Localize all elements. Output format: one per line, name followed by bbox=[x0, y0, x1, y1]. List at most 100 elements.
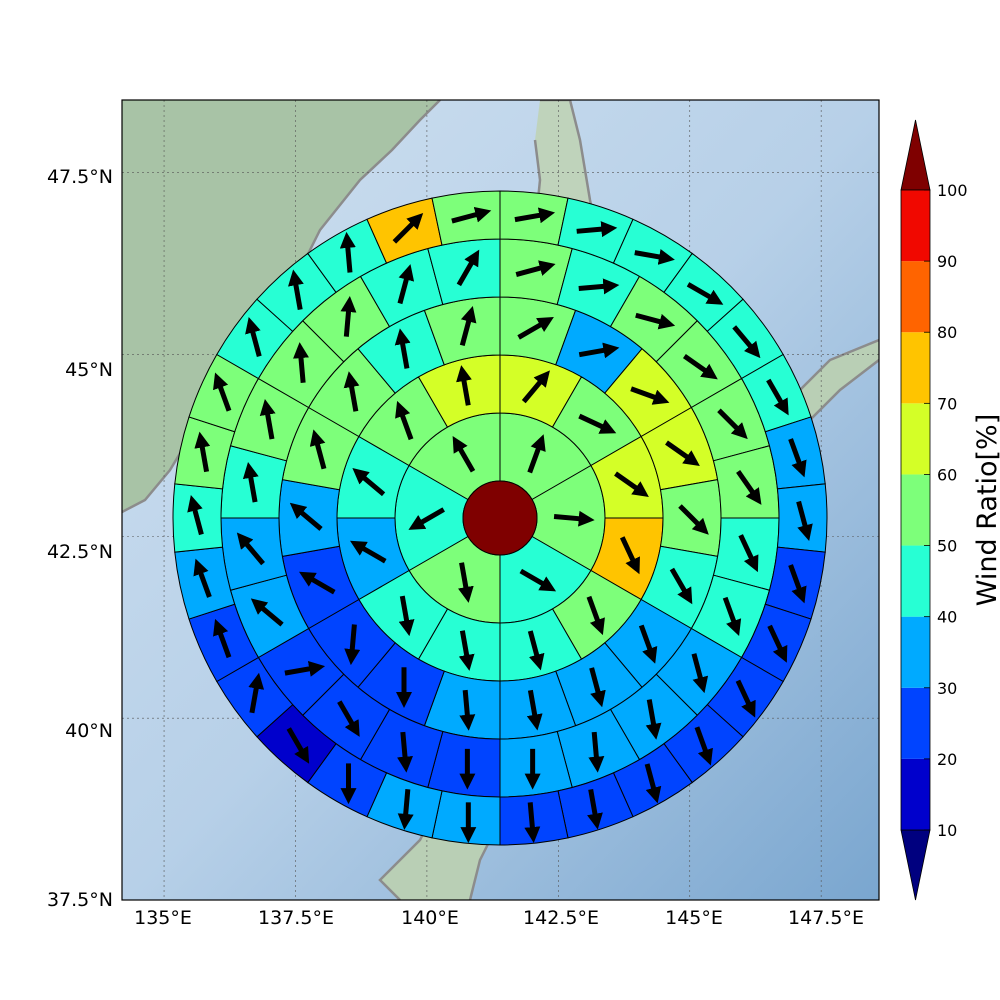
wind-arrow bbox=[392, 213, 424, 244]
wind-arrow bbox=[717, 408, 748, 440]
colorbar-over-extension bbox=[900, 119, 931, 191]
lon-tick-label: 142.5°E bbox=[523, 907, 599, 929]
colorbar-tick-label: 100 bbox=[937, 181, 968, 200]
wind-arrow bbox=[343, 371, 360, 412]
wind-arrow bbox=[634, 249, 675, 265]
wind-arrow bbox=[457, 562, 474, 603]
wind-arrow bbox=[678, 504, 709, 535]
lon-tick-label: 137.5°E bbox=[258, 907, 334, 929]
colorbar-tick-label: 30 bbox=[937, 679, 957, 698]
wind-arrow bbox=[187, 495, 204, 536]
wind-arrow bbox=[638, 624, 658, 664]
colorbar-segment bbox=[901, 261, 930, 333]
wind-arrow bbox=[451, 206, 492, 224]
wind-arrow bbox=[682, 354, 718, 380]
latitude-axis: 47.5°N 45°N 42.5°N 40°N 37.5°N bbox=[47, 166, 113, 911]
colorbar-segment bbox=[901, 616, 930, 688]
wind-arrow bbox=[766, 378, 789, 416]
wind-arrow bbox=[736, 470, 762, 505]
wind-arrow bbox=[669, 567, 693, 605]
wind-arrow bbox=[589, 667, 606, 708]
wind-arrow bbox=[722, 596, 742, 636]
wind-arrow bbox=[309, 429, 327, 470]
wind-arrow bbox=[553, 510, 595, 527]
wind-arrow bbox=[694, 726, 713, 766]
lon-tick-label: 135°E bbox=[134, 907, 192, 929]
wind-arrow bbox=[578, 342, 620, 359]
wind-arrow bbox=[587, 788, 603, 830]
lat-tick-label: 40°N bbox=[65, 720, 113, 742]
colorbar-segment bbox=[901, 687, 930, 759]
wind-arrow bbox=[665, 440, 700, 466]
colorbar: 10 20 30 40 50 60 70 80 90 100 bbox=[900, 119, 968, 901]
lon-tick-label: 140°E bbox=[401, 907, 459, 929]
wind-arrow bbox=[456, 249, 480, 287]
wind-arrow bbox=[456, 365, 472, 406]
wind-arrow bbox=[213, 618, 232, 659]
wind-arrow bbox=[245, 316, 262, 357]
wind-arrow bbox=[588, 731, 605, 773]
wind-arrow bbox=[394, 328, 411, 369]
wind-arrow bbox=[521, 370, 550, 404]
colorbar-tick-label: 10 bbox=[937, 821, 957, 840]
colorbar-outline bbox=[900, 189, 931, 831]
wind-arrow bbox=[250, 598, 284, 627]
wind-arrow bbox=[578, 278, 620, 295]
wind-arrow bbox=[337, 700, 360, 737]
wind-arrow bbox=[619, 536, 640, 575]
wind-arrow bbox=[248, 672, 265, 714]
colorbar-segment bbox=[901, 758, 930, 830]
lat-tick-label: 45°N bbox=[65, 359, 113, 381]
lon-tick-label: 147.5°E bbox=[788, 907, 864, 929]
wind-arrow bbox=[288, 269, 304, 311]
lon-tick-label: 145°E bbox=[665, 907, 723, 929]
wind-arrow bbox=[788, 564, 807, 604]
colorbar-tick-label: 50 bbox=[937, 537, 957, 556]
wind-arrow bbox=[344, 624, 361, 666]
wind-arrow bbox=[459, 689, 476, 731]
longitude-axis: 135°E 137.5°E 140°E 142.5°E 145°E 147.5°… bbox=[134, 907, 864, 929]
wind-arrow bbox=[259, 398, 276, 440]
wind-arrow bbox=[514, 207, 556, 224]
wind-arrow bbox=[299, 571, 336, 595]
wind-arrow bbox=[398, 595, 415, 637]
wind-arrow bbox=[735, 679, 756, 718]
colorbar-tick-label: 20 bbox=[937, 750, 957, 769]
wind-arrow bbox=[788, 438, 807, 478]
wind-arrow bbox=[517, 317, 554, 340]
colorbar-segment bbox=[901, 545, 930, 617]
wind-arrow bbox=[293, 342, 309, 383]
wind-arrow bbox=[397, 789, 414, 830]
center-disc bbox=[462, 480, 538, 556]
wind-arrow bbox=[459, 305, 477, 346]
wind-arrow bbox=[286, 727, 310, 764]
wind-arrow bbox=[691, 653, 709, 694]
wind-arrow bbox=[458, 630, 475, 671]
wind-arrow bbox=[194, 431, 211, 473]
wind-arrow bbox=[397, 731, 413, 773]
wind-arrow bbox=[586, 595, 605, 636]
wind-arrow bbox=[349, 540, 387, 564]
wind-arrow bbox=[397, 264, 415, 305]
wind-arrow bbox=[527, 630, 545, 671]
wind-arrow bbox=[796, 500, 813, 541]
wind-arrow bbox=[630, 386, 670, 405]
lat-tick-label: 42.5°N bbox=[47, 541, 113, 563]
wind-arrow bbox=[452, 435, 476, 473]
wind-arrow bbox=[635, 312, 676, 330]
colorbar-segment bbox=[901, 332, 930, 404]
wind-arrow bbox=[515, 260, 556, 277]
wind-arrow bbox=[289, 502, 323, 531]
wind-arrow bbox=[408, 507, 445, 530]
wind-arrow bbox=[767, 624, 788, 663]
wind-arrow bbox=[644, 763, 662, 804]
colorbar-tick-label: 40 bbox=[937, 608, 957, 627]
wind-arrow bbox=[339, 231, 356, 273]
map-frame bbox=[121, 99, 880, 901]
lat-tick-label: 47.5°N bbox=[47, 166, 113, 188]
wind-arrow bbox=[576, 221, 618, 238]
wind-arrow bbox=[284, 660, 326, 677]
wind-arrow bbox=[686, 282, 724, 305]
wind-arrow bbox=[213, 372, 232, 412]
